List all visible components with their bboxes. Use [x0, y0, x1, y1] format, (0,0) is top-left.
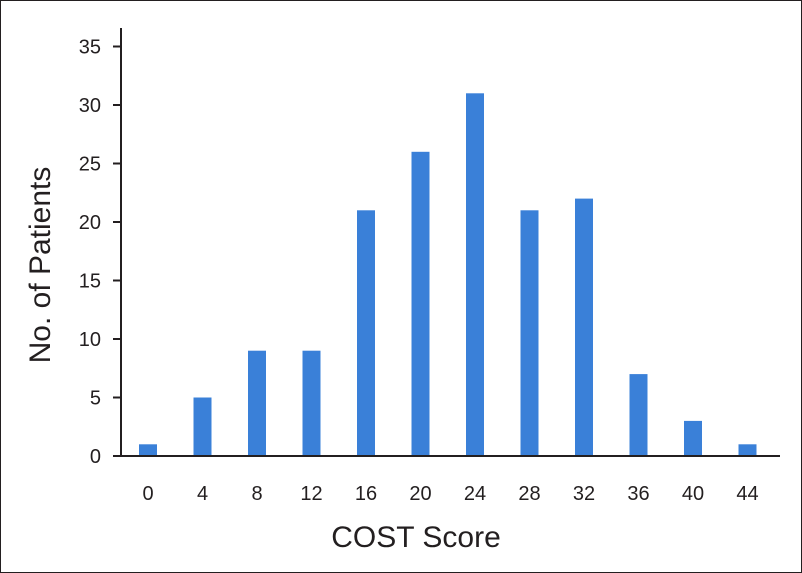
- y-tick-label: 30: [79, 95, 101, 117]
- bar-16: [357, 210, 375, 456]
- x-tick-label: 12: [300, 483, 322, 505]
- x-tick-label: 28: [518, 483, 540, 505]
- y-tick-label: 35: [79, 37, 101, 59]
- x-tick-label: 24: [464, 483, 486, 505]
- bar-20: [411, 151, 430, 457]
- bar-40: [684, 420, 702, 456]
- x-ticks-group: 0 4 8 12 16 20 24 28 32 36 40 44: [142, 483, 758, 505]
- x-tick-label: 44: [736, 483, 758, 505]
- axes-group: [120, 28, 780, 457]
- bar-36: [629, 374, 648, 456]
- bar-28: [520, 210, 539, 456]
- x-tick-label: 8: [251, 483, 262, 505]
- x-tick-label: 36: [627, 483, 649, 505]
- bar-32: [575, 198, 593, 456]
- x-tick-label: 32: [573, 483, 595, 505]
- x-tick-label: 40: [682, 483, 704, 505]
- x-tick-label: 4: [197, 483, 208, 505]
- y-tick-label: 10: [79, 329, 101, 351]
- bars-group: [139, 93, 757, 457]
- y-tick-label: 15: [79, 271, 101, 293]
- bar-24: [466, 93, 484, 457]
- y-tick-label: 5: [90, 388, 101, 410]
- y-axis-title: No. of Patients: [24, 167, 57, 364]
- bar-12: [302, 350, 321, 456]
- bar-44: [738, 444, 757, 456]
- bar-0: [139, 444, 157, 456]
- x-tick-label: 16: [355, 483, 377, 505]
- x-axis-title: COST Score: [331, 521, 501, 554]
- y-tick-label: 25: [79, 154, 101, 176]
- x-tick-label: 20: [409, 483, 431, 505]
- y-ticks-group: 0 5 10 15 20 25 30 35: [79, 37, 121, 468]
- y-tick-label: 20: [79, 212, 101, 234]
- bar-4: [193, 397, 212, 456]
- bar-8: [248, 350, 266, 456]
- y-tick-label: 0: [90, 446, 101, 468]
- x-tick-label: 0: [142, 483, 153, 505]
